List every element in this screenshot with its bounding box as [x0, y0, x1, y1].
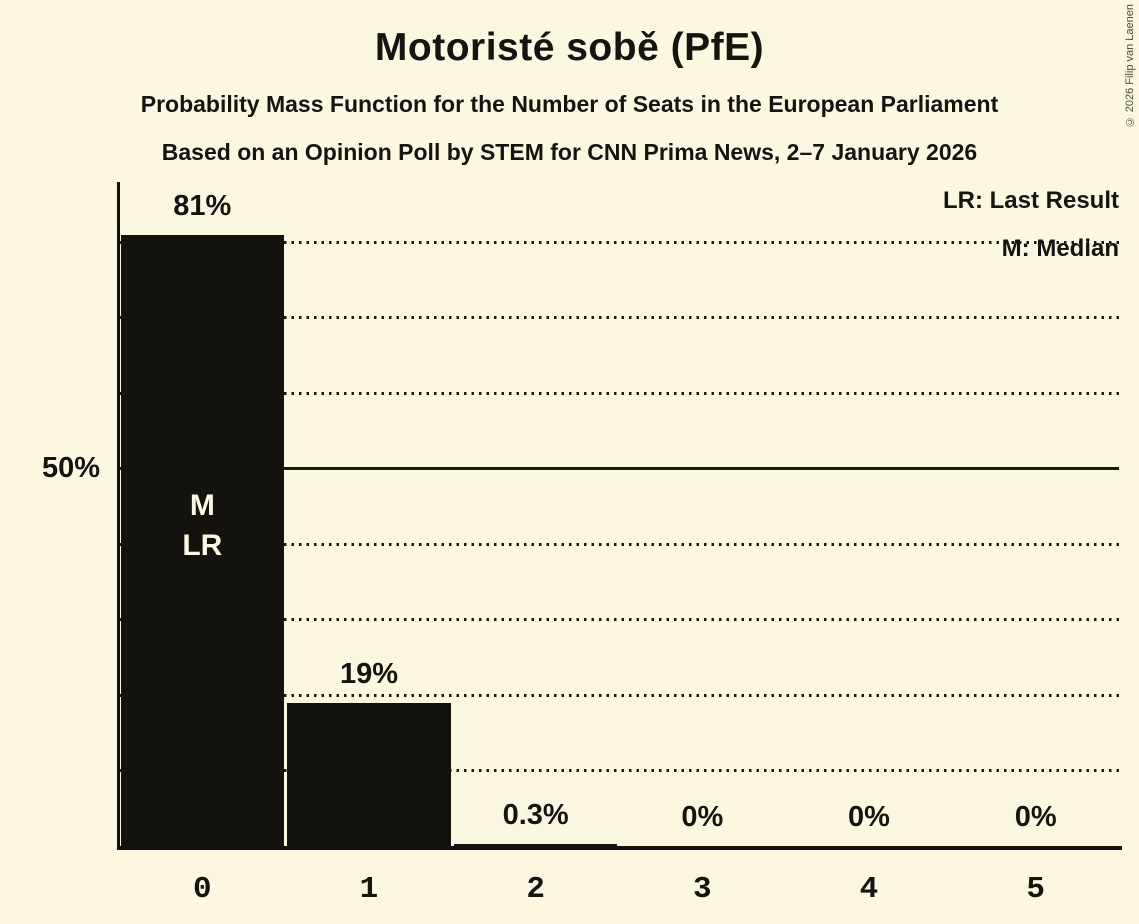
copyright-notice: © 2026 Filip van Laenen: [1124, 4, 1136, 128]
x-tick-label-4: 4: [859, 872, 879, 907]
x-tick-label-2: 2: [526, 872, 545, 907]
chart-subtitle-2: Based on an Opinion Poll by STEM for CNN…: [161, 139, 978, 165]
bar-annotation-line: LR: [182, 529, 223, 562]
x-axis-line: [117, 846, 1122, 850]
chart-subtitle-1: Probability Mass Function for the Number…: [140, 91, 999, 117]
bar-1: [287, 702, 451, 846]
gridline-60pct: [119, 391, 1119, 395]
bar-value-label-2: 0.3%: [502, 798, 569, 831]
x-tick-label-0: 0: [193, 872, 212, 907]
y-axis-line: [117, 182, 120, 850]
chart-title: Motoristé sobě (PfE): [374, 26, 765, 69]
gridline-50pct-solid: [119, 467, 1119, 470]
gridline-70pct: [119, 316, 1119, 320]
bar-annotation-median-lr: M LR: [119, 486, 286, 566]
bar-value-label-3: 0%: [681, 801, 724, 833]
x-tick-label-1: 1: [359, 872, 379, 907]
plot-area: 81% 0 19% 1 0.3% 2 0% 3 0% 4 0% 5 M LR: [119, 182, 1119, 907]
bar-0: [120, 234, 285, 846]
bar-value-label-5: 0%: [1014, 801, 1057, 833]
x-tick-label-5: 5: [1026, 872, 1045, 907]
bar-value-label-1: 19%: [339, 657, 398, 690]
bar-value-label-0: 81%: [173, 189, 232, 222]
bar-value-label-4: 0%: [848, 801, 890, 833]
gridline-20pct: [119, 693, 1119, 697]
gridline-40pct: [119, 542, 1119, 546]
gridline-80pct: [119, 240, 1119, 244]
y-axis-50pct-label: 50%: [41, 452, 100, 484]
legend-median: M: Median: [1001, 235, 1119, 262]
gridline-30pct: [119, 618, 1119, 622]
x-tick-label-3: 3: [693, 872, 712, 907]
bar-2: [453, 843, 618, 846]
legend-last-result: LR: Last Result: [942, 187, 1119, 214]
gridline-10pct: [119, 769, 1119, 773]
bar-annotation-line: M: [189, 489, 215, 522]
